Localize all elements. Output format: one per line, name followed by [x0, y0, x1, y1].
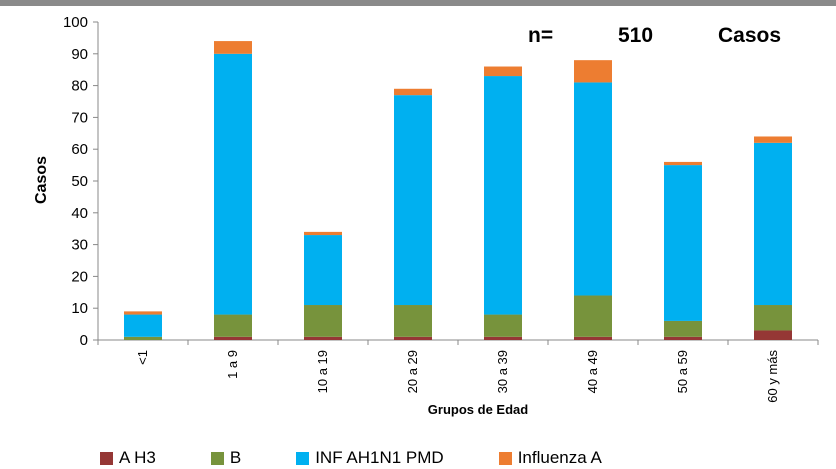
legend-item: Influenza A [498, 448, 602, 468]
legend-swatch [100, 451, 113, 465]
x-tick-label: <1 [135, 350, 150, 365]
bar-segment [664, 320, 702, 337]
legend-item: B [210, 448, 242, 468]
y-tick-label: 80 [71, 78, 88, 95]
x-tick-label: 60 y más [765, 350, 780, 403]
n-value: 510 [618, 24, 653, 47]
bar-segment [394, 336, 432, 340]
legend-item: A H3 [100, 448, 156, 468]
legend-label: INF AH1N1 PMD [315, 448, 444, 467]
x-tick-label: 1 a 9 [225, 350, 240, 379]
bar-segment [214, 53, 252, 315]
top-border [0, 0, 836, 6]
bar-segment [394, 305, 432, 337]
legend-swatch [210, 451, 224, 465]
bar-segment [754, 330, 792, 340]
legend-swatch [296, 451, 310, 465]
bar-segment [574, 82, 612, 296]
n-label: n= [528, 24, 553, 47]
bar-segment [664, 165, 702, 321]
bar-segment [484, 314, 522, 337]
bar-segment [484, 76, 522, 315]
legend-label: Influenza A [517, 448, 602, 467]
bar-segment [394, 95, 432, 306]
bar-segment [754, 305, 792, 331]
x-tick-label: 30 a 39 [495, 350, 510, 393]
x-tick-label: 50 a 59 [675, 350, 690, 393]
bar-segment [484, 66, 522, 77]
y-tick-label: 40 [71, 205, 88, 222]
bar-segment [304, 231, 342, 236]
bar-segment [754, 142, 792, 306]
legend: A H3 B INF AH1N1 PMD Influenza A [100, 448, 657, 468]
bars: <1 1 a 9 10 a 19 20 a 29 30 a 39 40 a 49 50 a … [124, 41, 792, 403]
y-tick-label: 90 [71, 46, 88, 63]
bar-segment [304, 235, 342, 306]
axes: 0 10 20 30 40 50 60 70 80 90 100 [63, 14, 819, 349]
n-unit: Casos [718, 24, 781, 47]
bar-segment [484, 336, 522, 340]
x-axis-label: Grupos de Edad [428, 402, 528, 417]
y-tick-label: 60 [71, 141, 88, 158]
bar-segment [214, 314, 252, 337]
legend-label: A H3 [119, 448, 156, 467]
bar-segment [124, 311, 162, 315]
bar-segment [664, 161, 702, 166]
bar-segment [574, 336, 612, 340]
y-tick-label: 70 [71, 109, 88, 126]
x-tick-label: 40 a 49 [585, 350, 600, 393]
bar-segment [664, 336, 702, 340]
bar-segment [124, 336, 162, 340]
bar-segment [754, 136, 792, 143]
y-tick-label: 30 [71, 237, 88, 254]
y-tick-label: 50 [71, 173, 88, 190]
legend-item: INF AH1N1 PMD [296, 448, 444, 468]
bar-segment [214, 336, 252, 340]
legend-swatch [498, 451, 512, 465]
bar-segment [214, 41, 252, 54]
y-tick-label: 100 [63, 14, 88, 31]
y-axis-label: Casos [33, 156, 50, 204]
bar-segment [574, 295, 612, 337]
x-tick-label: 10 a 19 [315, 350, 330, 393]
bar-segment [124, 314, 162, 337]
bar-segment [574, 60, 612, 83]
y-tick-label: 0 [80, 332, 88, 349]
y-tick-label: 10 [71, 300, 88, 317]
x-tick-label: 20 a 29 [405, 350, 420, 393]
bar-segment [304, 336, 342, 340]
bar-segment [304, 305, 342, 337]
bar-segment [394, 88, 432, 96]
legend-label: B [229, 448, 242, 467]
y-tick-label: 20 [71, 268, 88, 285]
